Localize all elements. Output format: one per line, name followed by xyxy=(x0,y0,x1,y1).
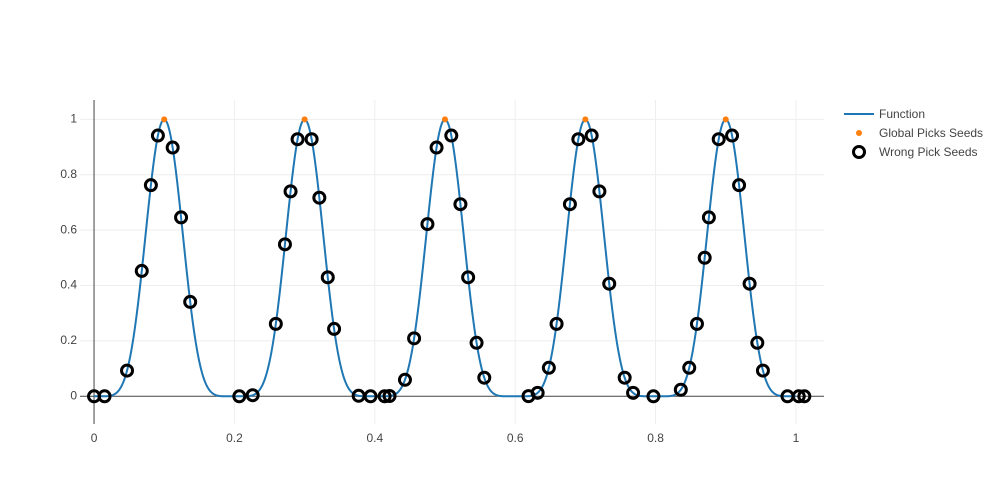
legend-item-function[interactable]: Function xyxy=(844,107,925,121)
wrong-pick-point xyxy=(477,370,492,385)
legend-global-picks-swatch xyxy=(856,130,862,136)
wrong-pick-point xyxy=(277,237,292,252)
wrong-pick-point xyxy=(617,370,632,385)
wrong-pick-point xyxy=(165,140,180,155)
x-tick-label: 0.4 xyxy=(366,431,383,445)
x-tick-label: 1 xyxy=(793,431,800,445)
x-tick-label: 0.6 xyxy=(507,431,524,445)
wrong-pick-point xyxy=(549,316,564,331)
y-tick-label: 0.8 xyxy=(60,167,77,181)
function-line-group xyxy=(94,118,796,398)
wrong-pick-point xyxy=(725,128,740,143)
function-line xyxy=(94,118,796,398)
wrong-pick-point xyxy=(304,132,319,147)
global-pick-point xyxy=(161,116,168,123)
wrong-pick-point xyxy=(245,388,260,403)
global-pick-point xyxy=(582,116,589,123)
global-picks-group xyxy=(161,116,729,123)
wrong-pick-point xyxy=(143,178,158,193)
y-tick-label: 1 xyxy=(70,112,77,126)
global-pick-point xyxy=(722,116,729,123)
wrong-pick-point xyxy=(444,128,459,143)
x-tick-label: 0.2 xyxy=(226,431,243,445)
wrong-pick-point xyxy=(689,316,704,331)
wrong-pick-point xyxy=(682,360,697,375)
wrong-pick-point xyxy=(562,197,577,212)
grid-lines xyxy=(80,100,824,424)
wrong-pick-point xyxy=(232,389,247,404)
wrong-pick-point xyxy=(701,210,716,225)
y-tick-label: 0.4 xyxy=(60,278,77,292)
wrong-pick-point xyxy=(312,190,327,205)
legend: Function Global Picks Seeds Wrong Pick S… xyxy=(844,107,983,159)
wrong-pick-point xyxy=(571,132,586,147)
wrong-pick-point xyxy=(592,184,607,199)
axes xyxy=(80,100,824,424)
wrong-pick-point xyxy=(382,388,397,403)
wrong-pick-point xyxy=(673,382,688,397)
wrong-pick-point xyxy=(453,197,468,212)
wrong-pick-point xyxy=(469,335,484,350)
wrong-pick-point xyxy=(541,360,556,375)
wrong-pick-point xyxy=(420,217,435,232)
wrong-pick-point xyxy=(397,372,412,387)
wrong-pick-point xyxy=(711,132,726,147)
wrong-pick-point xyxy=(150,128,165,143)
wrong-pick-point xyxy=(461,270,476,285)
tick-labels: 0 0.2 0.4 0.6 0.8 1 0 0.2 0.4 0.6 0.8 1 xyxy=(60,112,799,445)
wrong-pick-point xyxy=(429,140,444,155)
wrong-pick-point xyxy=(797,389,812,404)
legend-function-label: Function xyxy=(879,107,925,121)
wrong-pick-point xyxy=(755,363,770,378)
legend-wrong-picks-swatch xyxy=(852,145,866,159)
wrong-pick-point xyxy=(750,335,765,350)
legend-item-wrong-picks[interactable]: Wrong Pick Seeds xyxy=(852,145,978,159)
wrong-pick-point xyxy=(120,363,135,378)
wrong-pick-point xyxy=(183,294,198,309)
wrong-pick-point xyxy=(134,263,149,278)
wrong-pick-point xyxy=(791,389,806,404)
wrong-pick-point xyxy=(407,331,422,346)
legend-global-picks-label: Global Picks Seeds xyxy=(879,126,983,140)
wrong-pick-point xyxy=(584,128,599,143)
wrong-pick-point xyxy=(602,276,617,291)
wrong-pick-point xyxy=(268,316,283,331)
wrong-pick-point xyxy=(97,389,112,404)
wrong-pick-point xyxy=(283,184,298,199)
wrong-pick-point xyxy=(646,389,661,404)
wrong-pick-point xyxy=(377,389,392,404)
wrong-pick-point xyxy=(530,385,545,400)
y-tick-label: 0.2 xyxy=(60,333,77,347)
global-pick-point xyxy=(301,116,308,123)
wrong-pick-point xyxy=(732,178,747,193)
x-tick-label: 0.8 xyxy=(647,431,664,445)
wrong-pick-point xyxy=(174,210,189,225)
wrong-pick-point xyxy=(742,276,757,291)
global-pick-point xyxy=(441,116,448,123)
wrong-pick-point xyxy=(327,321,342,336)
y-tick-label: 0.6 xyxy=(60,222,77,236)
wrong-pick-point xyxy=(626,385,641,400)
wrong-picks-group xyxy=(87,128,812,404)
wrong-pick-point xyxy=(363,389,378,404)
wrong-pick-point xyxy=(320,270,335,285)
legend-wrong-picks-label: Wrong Pick Seeds xyxy=(879,145,978,159)
x-tick-label: 0 xyxy=(91,431,98,445)
wrong-pick-point xyxy=(697,250,712,265)
wrong-pick-point xyxy=(290,132,305,147)
y-tick-label: 0 xyxy=(70,388,77,402)
legend-item-global-picks[interactable]: Global Picks Seeds xyxy=(856,126,983,140)
